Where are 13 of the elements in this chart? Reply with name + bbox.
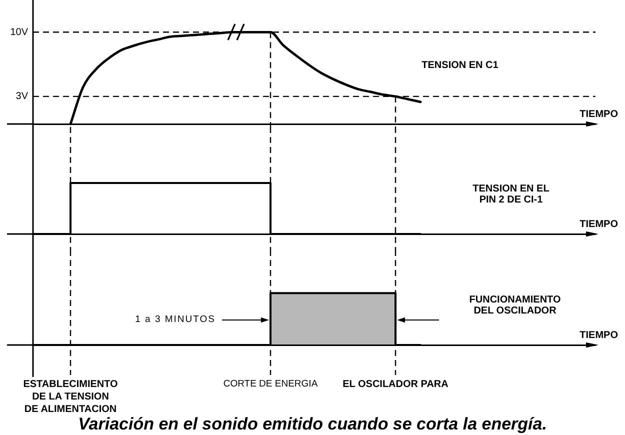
x-tick-label: CORTE DE ENERGIA	[223, 378, 318, 390]
y-tick-label: 10V	[10, 26, 28, 38]
x-axis-title: TIEMPO	[580, 330, 618, 341]
x-axis-title: TIEMPO	[580, 218, 618, 230]
y-tick-label: 3V	[16, 91, 28, 102]
text: Variación en el sonido emitido cuando se corta la energía.	[78, 414, 547, 434]
x-tick-label: EL OSCILADOR PARA	[342, 379, 448, 390]
annotation: 1 a 3 MINUTOS	[135, 314, 216, 326]
text: FUNCIONAMIENTO DEL OSCILADOR	[469, 294, 561, 316]
text: TENSION EN EL PIN 2 DE CI-1	[472, 183, 550, 206]
x-tick-label: ESTABLECIMIENTO DE LA TENSION DE ALIMENTACION	[23, 379, 118, 415]
x-axis-title: TIEMPO	[580, 108, 618, 120]
text: TENSION EN C1	[422, 60, 499, 71]
